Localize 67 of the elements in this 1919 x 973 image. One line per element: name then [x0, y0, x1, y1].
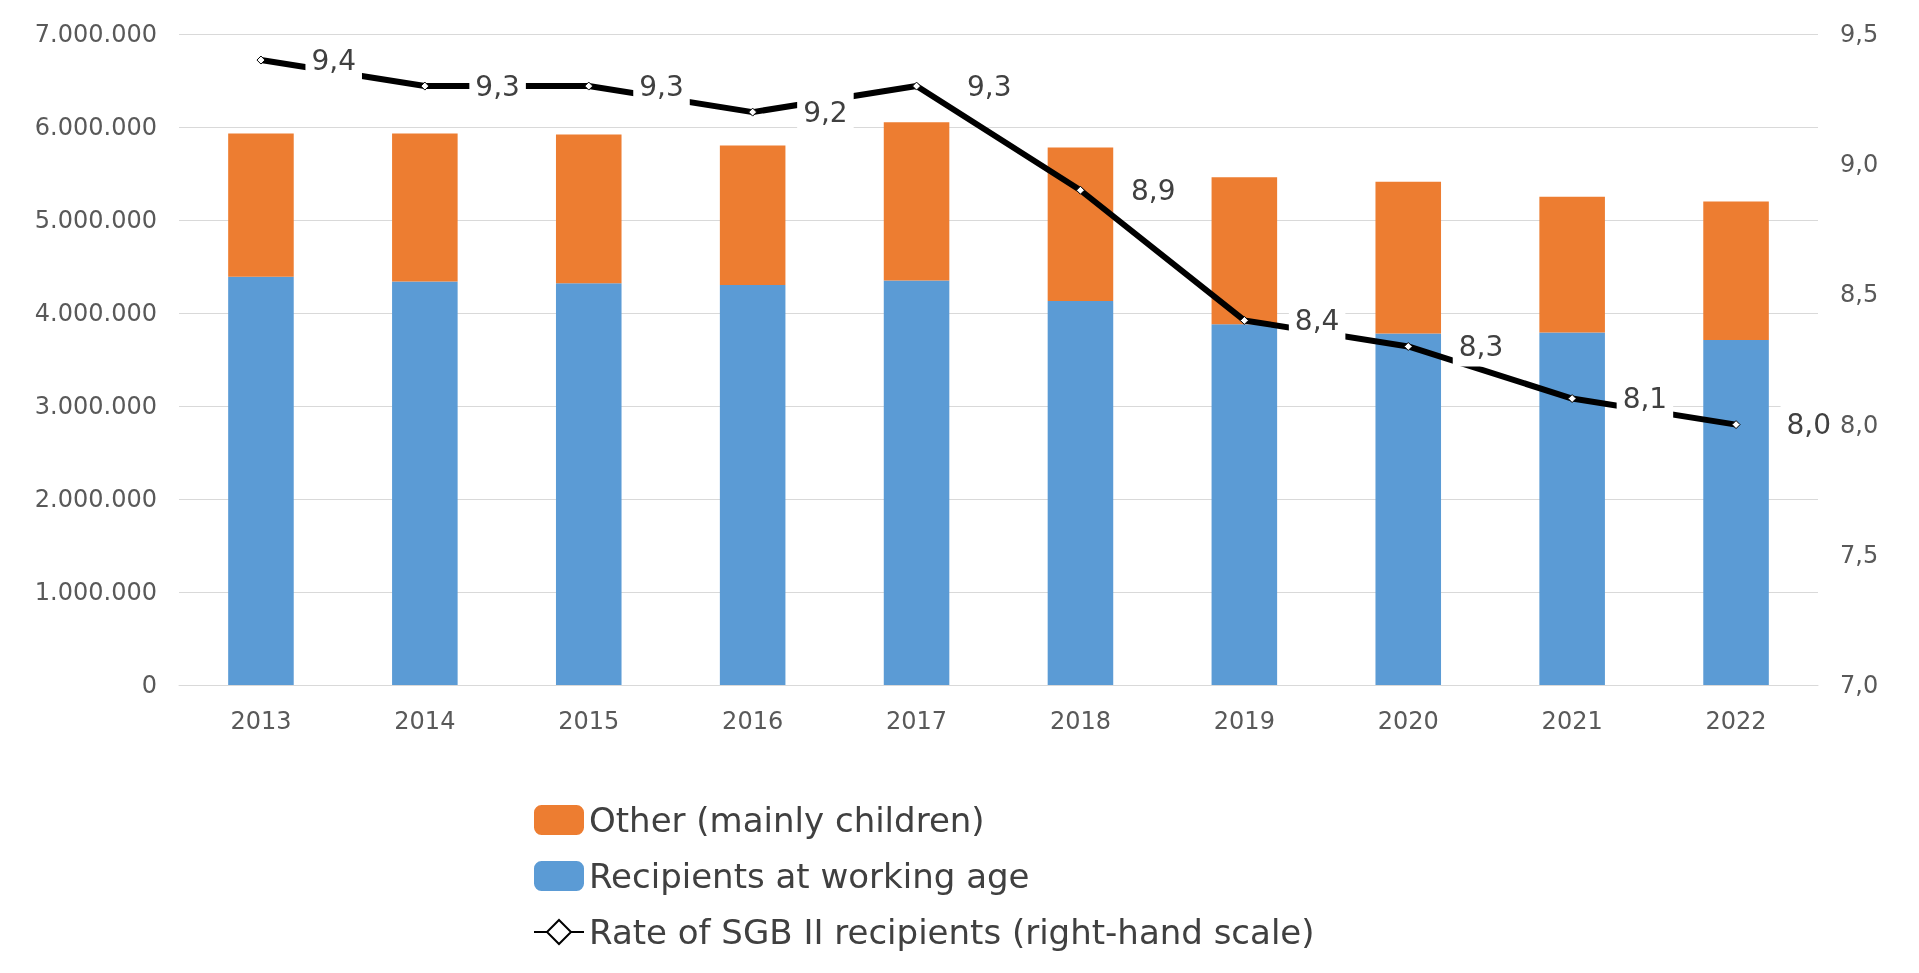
- x-tick-label: 2016: [722, 707, 784, 735]
- legend-label: Recipients at working age: [589, 856, 1030, 896]
- legend-label: Rate of SGB II recipients (right-hand scale): [589, 912, 1315, 952]
- bar: [1047, 300, 1114, 685]
- bar: [555, 283, 622, 685]
- bar: [719, 145, 786, 286]
- bar: [719, 285, 786, 685]
- y2-tick-label: 9,5: [1840, 20, 1879, 48]
- data-label: 9,2: [803, 95, 848, 129]
- point: [912, 81, 922, 91]
- bar: [883, 122, 950, 281]
- point: [584, 81, 594, 91]
- data-label: 8,4: [1294, 303, 1340, 337]
- x-tick-label: 2017: [886, 707, 948, 735]
- x-tick-label: 2018: [1049, 707, 1111, 735]
- bar: [1703, 339, 1769, 685]
- x-tick-label: 2020: [1377, 707, 1439, 735]
- point: [1567, 394, 1577, 404]
- bar: [392, 281, 458, 685]
- point: [1239, 315, 1249, 325]
- bar: [392, 133, 458, 282]
- bar: [1375, 181, 1442, 334]
- y-tick-label: 6.000.000: [34, 113, 157, 141]
- bar: [555, 134, 622, 284]
- y-tick-label: 1.000.000: [34, 578, 157, 606]
- data-label: 8,1: [1622, 382, 1668, 416]
- legend-label: Other (mainly children): [589, 800, 985, 840]
- bar: [228, 276, 294, 685]
- bar: [1211, 324, 1278, 685]
- y-tick-label: 4.000.000: [34, 299, 157, 327]
- data-label: 8,9: [1130, 173, 1176, 207]
- x-tick-label: 2014: [394, 707, 456, 735]
- bar: [1703, 201, 1769, 340]
- data-label: 9,3: [639, 69, 684, 103]
- point: [1403, 341, 1413, 351]
- x-tick-label: 2019: [1213, 707, 1275, 735]
- point: [748, 107, 758, 117]
- bar: [1539, 332, 1605, 685]
- data-label: 9,4: [311, 43, 356, 77]
- bar: [228, 133, 294, 277]
- y2-tick-label: 8,0: [1840, 410, 1879, 439]
- point: [256, 55, 266, 65]
- bar: [883, 280, 950, 685]
- y2-tick-label: 7,5: [1840, 540, 1879, 569]
- data-label: 9,3: [475, 69, 520, 103]
- y-tick-label: 7.000.000: [34, 20, 157, 48]
- point: [1731, 420, 1741, 430]
- x-tick-label: 2013: [230, 707, 292, 735]
- data-label: 8,3: [1458, 329, 1504, 363]
- data-label: 8,0: [1786, 408, 1832, 442]
- y2-tick-label: 7,0: [1840, 671, 1879, 699]
- x-tick-label: 2022: [1705, 707, 1767, 735]
- bar: [1375, 333, 1442, 685]
- y-tick-label: 3.000.000: [34, 392, 157, 420]
- bar: [1539, 196, 1605, 333]
- bar: [1047, 147, 1114, 301]
- y2-tick-label: 8,5: [1840, 280, 1879, 309]
- x-tick-label: 2015: [558, 707, 620, 735]
- y-tick-label: 5.000.000: [34, 206, 157, 234]
- y-tick-label: 0: [141, 671, 157, 699]
- data-label: 9,3: [967, 69, 1012, 103]
- point: [420, 81, 430, 91]
- y2-tick-label: 9,0: [1840, 150, 1879, 179]
- point: [1075, 185, 1085, 195]
- bar: [1211, 177, 1278, 325]
- y-tick-label: 2.000.000: [34, 485, 157, 513]
- x-tick-label: 2021: [1541, 707, 1603, 735]
